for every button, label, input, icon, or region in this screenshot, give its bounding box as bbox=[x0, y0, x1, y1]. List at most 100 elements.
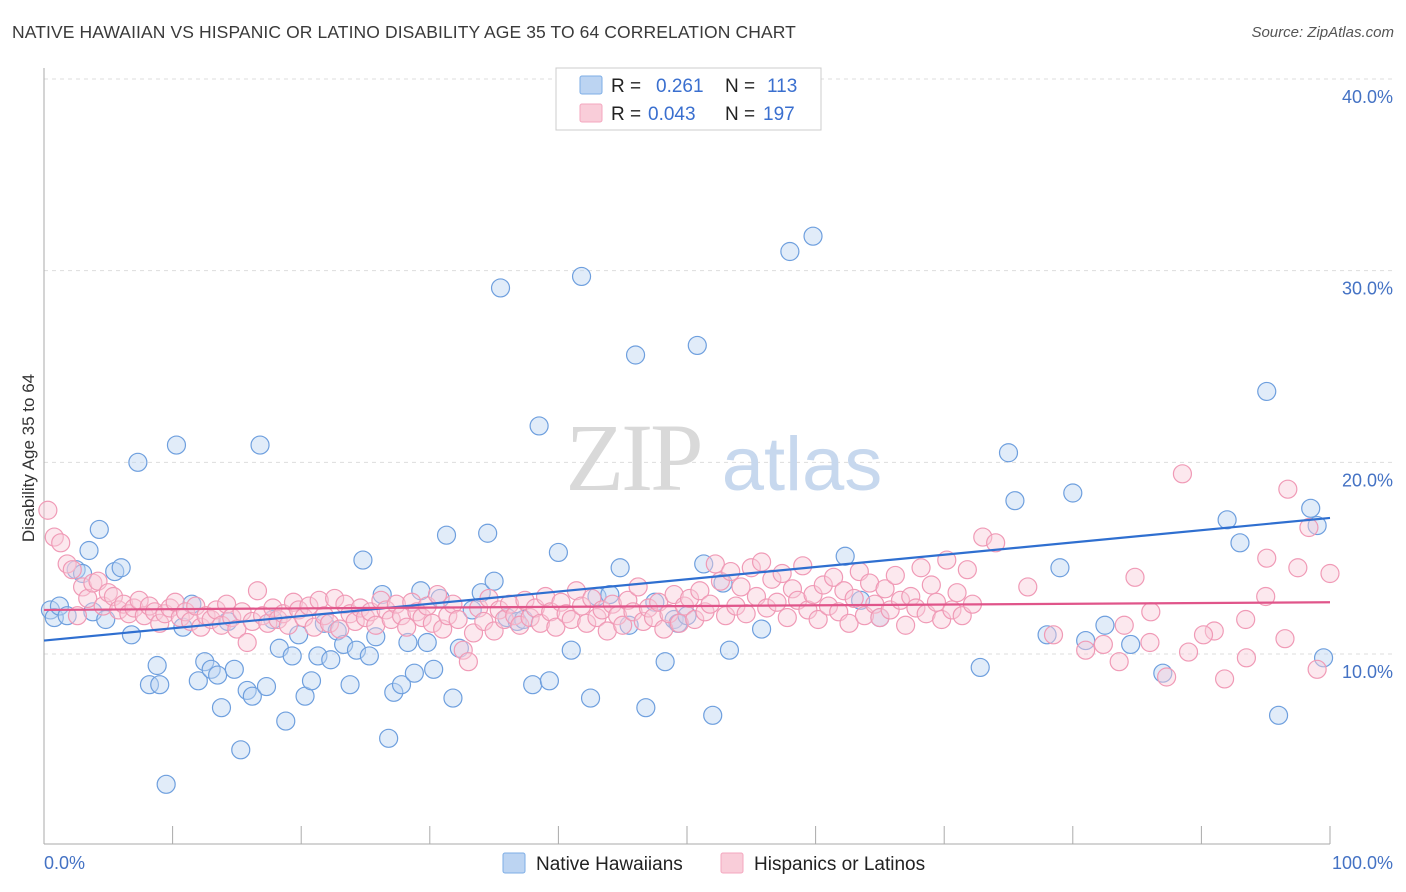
data-point bbox=[1043, 625, 1064, 645]
data-point bbox=[372, 584, 392, 605]
data-point bbox=[577, 613, 597, 633]
data-point bbox=[404, 663, 424, 683]
data-point bbox=[896, 615, 916, 635]
data-point bbox=[1005, 491, 1025, 511]
data-point bbox=[1230, 533, 1250, 553]
bottom-legend-swatch-pink bbox=[720, 852, 744, 874]
data-point bbox=[78, 588, 98, 609]
data-point bbox=[98, 583, 118, 603]
data-point bbox=[417, 632, 437, 653]
data-point bbox=[625, 345, 646, 365]
data-point bbox=[340, 675, 360, 695]
data-point bbox=[353, 550, 373, 570]
data-point bbox=[381, 609, 401, 630]
data-point bbox=[1320, 563, 1340, 584]
data-point bbox=[803, 226, 823, 246]
data-point bbox=[422, 613, 442, 633]
data-point bbox=[1257, 381, 1277, 402]
legend-r-label-pink: R = bbox=[611, 104, 641, 125]
data-point bbox=[227, 619, 247, 639]
data-point bbox=[679, 588, 700, 609]
data-point bbox=[188, 671, 208, 691]
data-point bbox=[250, 435, 270, 455]
data-point bbox=[793, 556, 813, 576]
data-point bbox=[242, 686, 262, 706]
data-point bbox=[1256, 586, 1276, 607]
data-point bbox=[1037, 625, 1057, 645]
data-point bbox=[139, 675, 160, 695]
data-point bbox=[150, 613, 170, 633]
x-tick-label-min: 0.0% bbox=[44, 853, 85, 873]
data-point bbox=[685, 609, 705, 630]
data-point bbox=[231, 740, 251, 760]
data-point bbox=[398, 632, 418, 653]
legend-bottom: Native Hawaiians Hispanics or Latinos bbox=[502, 852, 925, 875]
trend-lines bbox=[43, 516, 1331, 642]
data-point bbox=[139, 596, 160, 616]
data-point bbox=[1157, 667, 1177, 687]
data-point bbox=[669, 613, 689, 633]
data-point bbox=[443, 594, 463, 614]
data-point bbox=[690, 581, 710, 601]
data-point bbox=[844, 588, 864, 609]
data-point bbox=[208, 665, 228, 685]
data-point bbox=[703, 705, 723, 725]
data-point bbox=[780, 241, 800, 262]
data-point bbox=[436, 525, 457, 545]
data-point bbox=[1313, 648, 1334, 668]
data-point bbox=[1050, 558, 1070, 578]
data-point bbox=[379, 728, 399, 748]
data-point bbox=[308, 646, 328, 666]
y-tick-labels: 10.0% 20.0% 30.0% 40.0% bbox=[1342, 87, 1393, 682]
data-point bbox=[659, 604, 679, 624]
data-point bbox=[1172, 464, 1193, 484]
data-point bbox=[1114, 615, 1134, 635]
data-point bbox=[1236, 648, 1257, 668]
data-point bbox=[111, 558, 131, 578]
legend-r-value-pink: 0.043 bbox=[648, 104, 696, 125]
data-point bbox=[72, 563, 93, 584]
data-point bbox=[289, 625, 309, 645]
data-point bbox=[1125, 567, 1145, 587]
data-point bbox=[602, 594, 623, 614]
data-point bbox=[1214, 669, 1235, 689]
legend-r-value-blue: 0.261 bbox=[656, 76, 704, 97]
data-point bbox=[89, 519, 109, 540]
data-point bbox=[870, 607, 890, 628]
data-point bbox=[1076, 640, 1096, 660]
data-point bbox=[160, 598, 180, 618]
y-tick-label: 10.0% bbox=[1342, 662, 1393, 682]
data-point bbox=[448, 609, 468, 630]
data-point bbox=[1236, 609, 1256, 630]
data-point bbox=[694, 554, 714, 574]
bottom-legend-label-pink: Hispanics or Latinos bbox=[754, 854, 925, 875]
data-point bbox=[655, 652, 675, 672]
data-point bbox=[970, 657, 990, 678]
data-point bbox=[751, 552, 772, 572]
data-point bbox=[458, 652, 478, 672]
data-point bbox=[947, 583, 967, 603]
data-point bbox=[921, 575, 941, 595]
x-tick-label-max: 100.0% bbox=[1332, 853, 1393, 873]
data-point bbox=[427, 584, 448, 605]
data-point bbox=[1109, 652, 1129, 672]
data-point bbox=[561, 640, 581, 660]
data-point bbox=[424, 659, 444, 679]
data-point bbox=[247, 581, 268, 601]
data-point bbox=[224, 659, 244, 679]
data-point bbox=[359, 646, 379, 666]
y-tick-label: 40.0% bbox=[1342, 87, 1393, 107]
trend-line-native-hawaiians bbox=[43, 516, 1331, 642]
data-point bbox=[453, 640, 473, 660]
data-point bbox=[57, 554, 77, 574]
data-point bbox=[1063, 483, 1083, 503]
data-point bbox=[134, 606, 154, 626]
data-point bbox=[1275, 629, 1295, 649]
data-point bbox=[571, 266, 592, 287]
data-point bbox=[834, 581, 854, 601]
legend-swatch-pink bbox=[579, 103, 603, 123]
grid-lines bbox=[44, 78, 1392, 655]
data-point bbox=[237, 680, 257, 701]
data-point bbox=[321, 650, 341, 670]
